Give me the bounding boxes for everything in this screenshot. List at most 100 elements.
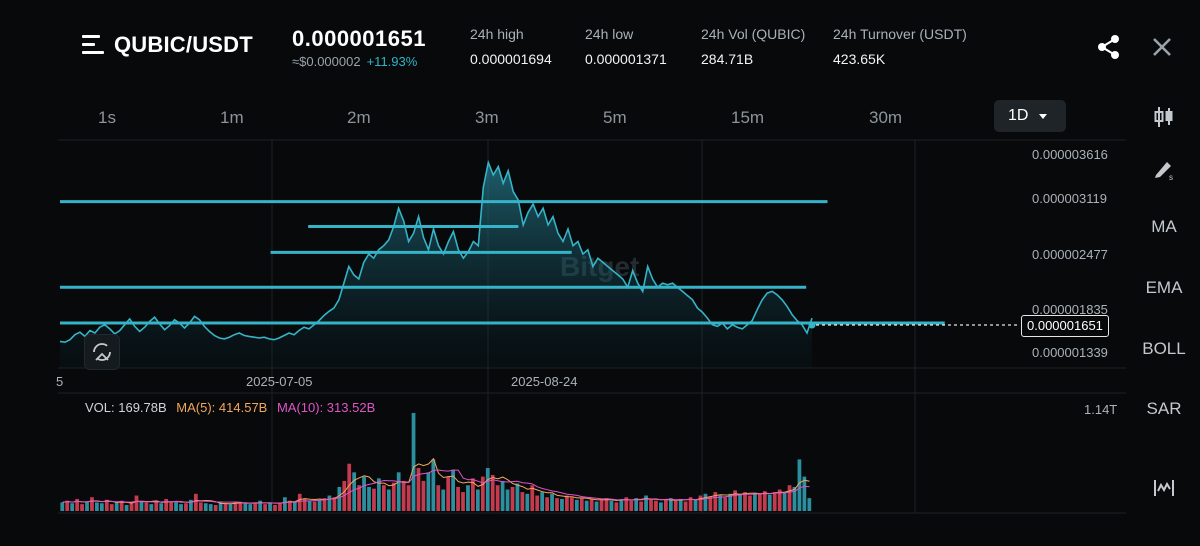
volume-bar	[767, 494, 772, 511]
volume-bar	[154, 500, 159, 511]
timeframe-1m[interactable]: 1m	[220, 108, 244, 127]
volume-bar	[95, 502, 99, 511]
indicator-sar[interactable]: SAR	[1146, 399, 1182, 418]
volume-bar	[540, 492, 545, 511]
timeframe-3m[interactable]: 3m	[475, 108, 499, 127]
volume-bar	[268, 502, 272, 511]
volume-bar	[510, 486, 515, 511]
stat-24h-low: 24h low 0.000001371	[585, 26, 667, 67]
volume-bar	[505, 489, 510, 511]
close-icon[interactable]	[1151, 36, 1173, 58]
volume-bar	[70, 503, 75, 511]
volume-bar	[654, 500, 658, 511]
volume-bar	[401, 480, 406, 511]
volume-bar	[292, 502, 297, 511]
volume-bar	[312, 501, 317, 511]
volume-bar	[639, 501, 643, 511]
volume-bar	[485, 468, 490, 511]
volume-bar	[520, 492, 525, 511]
volume-bar	[708, 496, 713, 511]
stat-label: 24h low	[585, 26, 634, 42]
volume-bar	[673, 500, 678, 511]
volume-bar	[302, 498, 307, 511]
x-tick-label: 2025-08-24	[511, 374, 578, 389]
stat-label: 24h Vol (QUBIC)	[701, 26, 806, 42]
volume-bar	[381, 485, 386, 511]
volume-bar	[367, 486, 371, 511]
volume-bar	[668, 498, 673, 511]
candlestick-icon[interactable]	[1152, 105, 1176, 129]
volume-bar	[332, 497, 337, 511]
price-change: +11.93%	[366, 54, 418, 69]
stat-value: 0.000001694	[470, 51, 552, 67]
indicator-ema[interactable]: EMA	[1145, 278, 1183, 297]
volume-bar	[416, 468, 421, 511]
y-tick-label: 0.000001339	[1032, 345, 1108, 360]
volume-bar	[614, 502, 619, 511]
volume-bar	[159, 503, 164, 511]
volume-bar	[545, 497, 549, 511]
indicator-boll[interactable]: BOLL	[1142, 339, 1186, 358]
timeframe-5m[interactable]: 5m	[603, 108, 627, 127]
volume-bar	[743, 492, 747, 511]
y-tick-label: 0.000001835	[1032, 302, 1108, 317]
stat-value: 423.65K	[833, 51, 886, 67]
volume-bar	[461, 492, 465, 511]
volume-bar	[569, 497, 574, 511]
volume-bar	[649, 498, 653, 511]
volume-bar	[728, 493, 733, 511]
timeframe-30m[interactable]: 30m	[869, 108, 903, 127]
volume-bar	[322, 498, 327, 511]
volume-bar	[169, 502, 173, 511]
volume-bar	[139, 501, 144, 511]
volume-bar	[515, 483, 520, 511]
volume-bar	[223, 503, 228, 511]
reset-view-button[interactable]	[84, 334, 120, 370]
expand-chart-icon[interactable]	[1153, 477, 1175, 499]
volume-bar	[208, 504, 213, 511]
volume-bar	[134, 495, 139, 511]
volume-bar	[441, 489, 446, 511]
stat-24h-high: 24h high 0.000001694	[470, 26, 552, 67]
draw-tool-icon[interactable]: s	[1152, 157, 1176, 181]
svg-text:s: s	[1169, 173, 1173, 181]
volume-bar	[347, 463, 352, 511]
last-price-dot	[808, 321, 816, 329]
volume-bar	[109, 504, 114, 511]
volume-bar	[446, 476, 451, 511]
volume-bar	[65, 500, 70, 511]
trading-pair-title[interactable]: QUBIC/USDT	[114, 32, 253, 57]
timeframe-15m[interactable]: 15m	[731, 108, 765, 127]
volume-bar	[584, 500, 589, 511]
ma10-value: MA(10): 313.52B	[276, 400, 376, 415]
volume-bar	[683, 501, 688, 511]
timeframe-2m[interactable]: 2m	[347, 108, 371, 127]
volume-bar	[530, 485, 535, 511]
volume-bar	[560, 498, 564, 511]
volume-bar	[372, 488, 376, 511]
volume-bar	[213, 504, 218, 511]
volume-bar	[396, 472, 401, 511]
stat-value: 284.71B	[701, 51, 754, 67]
timeframe-1s[interactable]: 1s	[98, 108, 116, 127]
timeframe-dropdown[interactable]: 1D	[994, 100, 1066, 132]
menu-icon[interactable]	[82, 34, 104, 56]
volume-bar	[243, 502, 248, 511]
volume-bar	[90, 497, 94, 511]
volume-bar	[189, 499, 193, 511]
volume-bar	[248, 504, 253, 511]
volume-bar	[124, 504, 129, 511]
y-tick-label: 0.000003616	[1032, 147, 1108, 162]
volume-bar	[797, 459, 802, 511]
volume-bar	[104, 499, 109, 511]
price-area	[60, 162, 812, 368]
volume-bar	[297, 493, 302, 511]
volume-bar	[436, 485, 441, 511]
current-price-tag: 0.000001651	[1021, 315, 1109, 337]
share-icon[interactable]	[1096, 34, 1122, 60]
indicator-ma[interactable]: MA	[1151, 217, 1177, 236]
volume-bar	[659, 502, 663, 511]
volume-bar	[688, 497, 693, 511]
volume-bar	[377, 478, 381, 511]
